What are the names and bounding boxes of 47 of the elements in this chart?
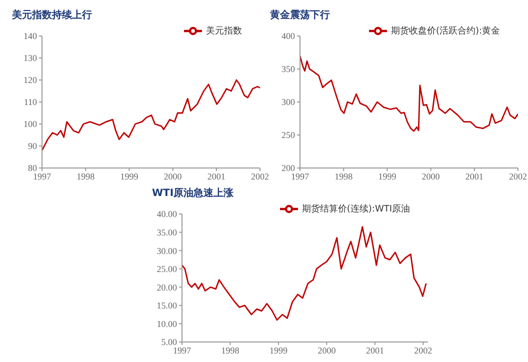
x-tick-label: 2002 — [414, 345, 432, 356]
x-tick-label: 1999 — [120, 171, 139, 182]
legend-label: 美元指数 — [206, 26, 242, 36]
x-tick-label: 1998 — [221, 345, 240, 356]
y-tick-label: 15.00 — [156, 300, 178, 311]
x-tick-label: 2001 — [207, 171, 226, 182]
x-tick-label: 2000 — [164, 171, 182, 182]
line-series — [42, 79, 260, 152]
y-tick-label: 100 — [24, 119, 38, 130]
y-tick-label: 35.00 — [156, 227, 178, 238]
y-tick-label: 25.00 — [156, 264, 178, 274]
y-tick-label: 200 — [282, 163, 296, 174]
y-tick-label: 120 — [24, 75, 38, 86]
y-tick-label: 5.00 — [161, 337, 178, 348]
x-tick-label: 1999 — [378, 171, 397, 182]
x-tick-label: 2000 — [422, 171, 440, 182]
x-tick-label: 2001 — [366, 345, 384, 356]
line-series — [300, 55, 518, 132]
y-tick-label: 80 — [28, 163, 38, 174]
legend-label: 期货结算价(连续):WTI原油 — [302, 204, 410, 214]
y-tick-label: 140 — [24, 31, 38, 42]
y-tick-label: 30.00 — [156, 246, 178, 256]
x-tick-label: 1999 — [269, 345, 288, 356]
y-tick-label: 300 — [282, 97, 296, 108]
y-tick-label: 350 — [282, 64, 296, 74]
y-tick-label: 400 — [282, 31, 296, 42]
chart-title: 黄金震荡下行 — [270, 8, 330, 22]
y-tick-label: 40.00 — [156, 209, 178, 220]
y-tick-label: 130 — [24, 53, 38, 64]
x-tick-label: 1997 — [173, 345, 192, 356]
line-series — [182, 226, 427, 321]
chart-title: WTI原油急速上涨 — [152, 186, 234, 200]
y-tick-label: 250 — [282, 130, 296, 140]
y-tick-label: 20.00 — [156, 282, 178, 292]
x-tick-label: 2002 — [251, 171, 269, 182]
y-tick-label: 90 — [28, 141, 38, 152]
y-tick-label: 110 — [24, 97, 38, 108]
x-tick-label: 2002 — [509, 171, 527, 182]
x-tick-label: 1998 — [334, 171, 354, 182]
x-tick-label: 1997 — [33, 171, 52, 182]
x-tick-label: 1998 — [76, 171, 96, 182]
legend-label: 期货收盘价(活跃合约):黄金 — [390, 26, 500, 36]
x-tick-label: 1997 — [291, 171, 310, 182]
y-tick-label: 10.00 — [156, 318, 178, 329]
x-tick-label: 2001 — [465, 171, 484, 182]
x-tick-label: 2000 — [318, 345, 336, 356]
chart-title: 美元指数持续上行 — [12, 8, 92, 22]
